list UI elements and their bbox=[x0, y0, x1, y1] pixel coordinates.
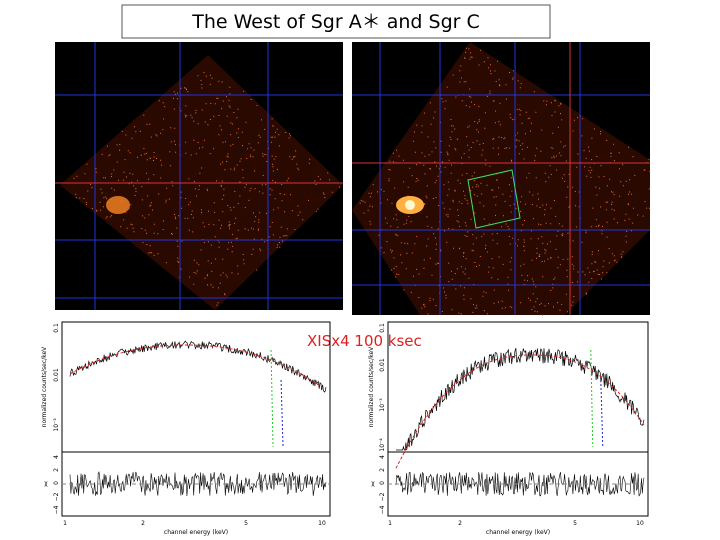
line-component bbox=[280, 379, 284, 448]
x-axis-label: channel energy (keV) bbox=[486, 529, 550, 536]
residual-tick-label: −2 bbox=[53, 492, 60, 501]
x-tick-label: 2 bbox=[141, 520, 145, 527]
y-axis-label: normalized counts/sec/keV bbox=[41, 346, 48, 427]
residual-tick-label: 0 bbox=[379, 481, 386, 485]
residual-tick-label: −2 bbox=[379, 492, 386, 501]
region-box bbox=[467, 169, 521, 229]
residual-tick-label: 0 bbox=[53, 481, 60, 485]
residual-curve bbox=[395, 471, 645, 497]
bright-source bbox=[106, 196, 130, 214]
residual-tick-label: −4 bbox=[53, 505, 60, 514]
model-curve bbox=[395, 354, 645, 469]
spectrum-frame bbox=[61, 321, 331, 453]
x-axis-label: channel energy (keV) bbox=[164, 529, 228, 536]
photon-dot-field bbox=[73, 72, 340, 306]
line-component bbox=[600, 379, 604, 448]
y-axis-label: normalized counts/sec/keV bbox=[368, 346, 375, 427]
slide-title: The West of Sgr A＊ and Sgr C bbox=[191, 11, 480, 33]
y-tick-label: 10⁻⁴ bbox=[379, 438, 386, 452]
spectrum-curve bbox=[69, 340, 327, 393]
x-tick-label: 1 bbox=[63, 520, 67, 527]
residual-tick-label: 4 bbox=[379, 455, 386, 459]
x-tick-label: 1 bbox=[388, 520, 392, 527]
residual-axis-label: χ bbox=[371, 480, 375, 487]
line-component bbox=[590, 349, 594, 448]
residual-tick-label: 4 bbox=[53, 455, 60, 459]
title-box bbox=[121, 4, 551, 39]
model-curve bbox=[69, 344, 327, 391]
exposure-annotation: XISx4 100 ksec bbox=[307, 332, 422, 350]
residual-axis-label: χ bbox=[44, 480, 48, 487]
y-tick-label: 0.01 bbox=[379, 358, 386, 372]
residual-tick-label: 2 bbox=[379, 468, 386, 472]
residual-curve bbox=[69, 471, 327, 497]
x-tick-label: 10 bbox=[636, 520, 644, 527]
residual-tick-label: −4 bbox=[379, 505, 386, 514]
y-tick-label: 10⁻³ bbox=[53, 418, 60, 432]
x-tick-label: 2 bbox=[458, 520, 462, 527]
x-tick-label: 10 bbox=[318, 520, 326, 527]
coordinate-grid bbox=[55, 42, 650, 315]
bright-core bbox=[405, 200, 415, 210]
y-tick-label: 10⁻³ bbox=[379, 398, 386, 412]
x-tick-label: 5 bbox=[244, 520, 248, 527]
y-tick-label: 0.1 bbox=[379, 323, 386, 333]
spectrum-frame bbox=[387, 321, 649, 453]
line-component bbox=[270, 349, 274, 448]
y-tick-label: 0.01 bbox=[53, 368, 60, 382]
image-field-right bbox=[352, 42, 650, 315]
spectrum-curve bbox=[396, 347, 645, 451]
x-tick-label: 5 bbox=[573, 520, 577, 527]
photon-dots bbox=[73, 47, 651, 316]
y-tick-label: 0.1 bbox=[53, 323, 60, 333]
residual-tick-label: 2 bbox=[53, 468, 60, 472]
